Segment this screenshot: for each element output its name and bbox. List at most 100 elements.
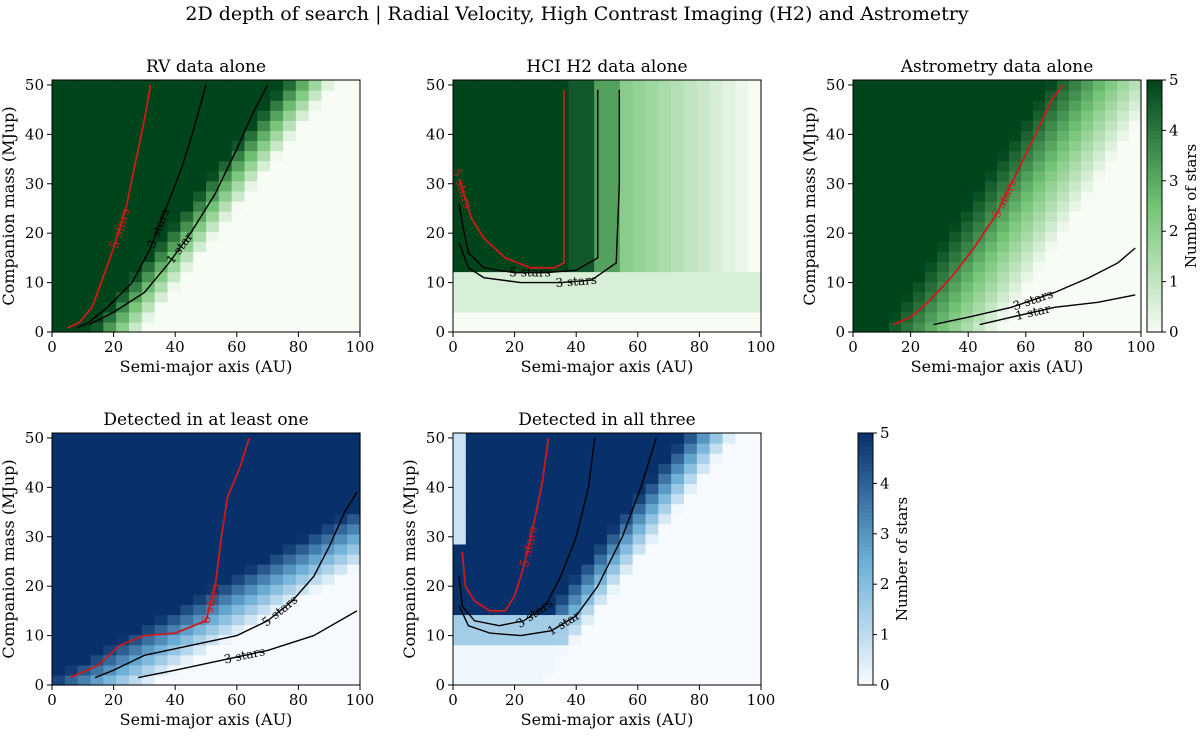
heatmap-cell — [116, 533, 130, 545]
heatmap-cell — [231, 321, 246, 333]
heatmap-cell — [658, 150, 672, 162]
heatmap-cell — [877, 90, 890, 101]
heatmap-cell — [478, 634, 493, 646]
heatmap-cell — [231, 634, 246, 646]
heatmap-cell — [257, 281, 271, 293]
heatmap-cell — [568, 140, 582, 152]
heatmap-cell — [865, 90, 878, 101]
heatmap-cell — [321, 281, 335, 293]
heatmap-cell — [180, 473, 194, 484]
heatmap-cell — [619, 443, 634, 454]
heatmap-cell — [581, 553, 595, 565]
heatmap-cell — [696, 190, 711, 202]
heatmap-cell — [116, 503, 130, 515]
heatmap-cell — [973, 130, 986, 142]
heatmap-cell — [709, 211, 724, 222]
heatmap-cell — [530, 453, 544, 464]
heatmap-cell — [517, 170, 531, 182]
heatmap-cell — [1105, 190, 1118, 202]
heatmap-cell — [1117, 281, 1130, 293]
heatmap-cell — [90, 120, 104, 131]
heatmap-cell — [478, 553, 493, 565]
heatmap-cell — [453, 503, 467, 515]
heatmap-cell — [696, 110, 711, 121]
heatmap-cell — [64, 533, 79, 545]
heatmap-cell — [64, 130, 79, 142]
heatmap-cell — [218, 200, 233, 212]
heatmap-cell — [889, 321, 902, 333]
heatmap-cell — [167, 553, 181, 565]
heatmap-cell — [985, 301, 998, 313]
heatmap-cell — [116, 493, 130, 505]
heatmap-cell — [77, 281, 92, 293]
heatmap-cell — [90, 523, 104, 535]
heatmap-cell — [308, 483, 323, 495]
heatmap-cell — [607, 180, 621, 192]
heatmap-cell — [321, 251, 335, 263]
heatmap-cell — [244, 634, 258, 646]
heatmap-cell — [1045, 80, 1058, 91]
heatmap-cell — [283, 281, 297, 293]
heatmap-cell — [1033, 130, 1046, 142]
heatmap-cell — [244, 160, 258, 172]
heatmap-cell — [167, 614, 181, 626]
heatmap-cell — [735, 321, 749, 333]
heatmap-cell — [453, 614, 467, 626]
heatmap-cell — [1069, 281, 1082, 293]
heatmap-cell — [244, 644, 258, 656]
heatmap-cell — [64, 564, 79, 575]
heatmap-cell — [478, 513, 493, 525]
heatmap-cell — [530, 463, 544, 474]
heatmap-cell — [321, 301, 335, 313]
panel-title: HCI H2 data alone — [526, 57, 687, 77]
heatmap-cell — [180, 200, 194, 212]
heatmap-cell — [244, 523, 258, 535]
heatmap-cell — [1129, 200, 1142, 212]
heatmap-cell — [64, 180, 79, 192]
heatmap-cell — [453, 493, 467, 505]
heatmap-cell — [709, 543, 724, 555]
heatmap-cell — [231, 211, 246, 222]
heatmap-cell — [244, 553, 258, 565]
heatmap-cell — [985, 321, 998, 333]
heatmap-cell — [1105, 80, 1118, 91]
heatmap-cell — [684, 493, 698, 505]
heatmap-cell — [283, 90, 297, 101]
heatmap-cell — [1081, 90, 1094, 101]
heatmap-cell — [632, 654, 647, 666]
heatmap-cell — [722, 160, 736, 172]
heatmap-cell — [77, 90, 92, 101]
heatmap-cell — [504, 211, 518, 222]
heatmap-cell — [937, 200, 950, 212]
heatmap-cell — [1021, 190, 1034, 202]
heatmap-cell — [347, 160, 361, 172]
heatmap-cell — [949, 120, 962, 131]
heatmap-cell — [1093, 251, 1106, 263]
heatmap-cell — [684, 140, 698, 152]
heatmap-cell — [889, 110, 902, 121]
heatmap-cell — [619, 483, 634, 495]
heatmap-cell — [937, 241, 950, 252]
heatmap-cell — [1069, 241, 1082, 252]
heatmap-cell — [167, 170, 181, 182]
heatmap-cell — [154, 503, 169, 515]
heatmap-cell — [295, 110, 310, 121]
heatmap-cell — [167, 221, 181, 232]
heatmap-cell — [141, 584, 156, 595]
heatmap-cell — [913, 301, 926, 313]
heatmap-cell — [632, 543, 647, 555]
heatmap-cell — [231, 301, 246, 313]
heatmap-cell — [1129, 120, 1142, 131]
heatmap-cell — [206, 170, 220, 182]
heatmap-cell — [103, 674, 117, 686]
heatmap-cell — [478, 321, 493, 333]
colorbar-segment — [1147, 189, 1162, 194]
heatmap-cell — [167, 443, 181, 454]
heatmap-cell — [568, 433, 582, 444]
heatmap-cell — [504, 221, 518, 232]
heatmap-cell — [555, 594, 570, 605]
heatmap-cell — [347, 574, 361, 585]
heatmap-cell — [722, 80, 736, 91]
heatmap-cell — [658, 100, 672, 111]
heatmap-cell — [517, 90, 531, 101]
